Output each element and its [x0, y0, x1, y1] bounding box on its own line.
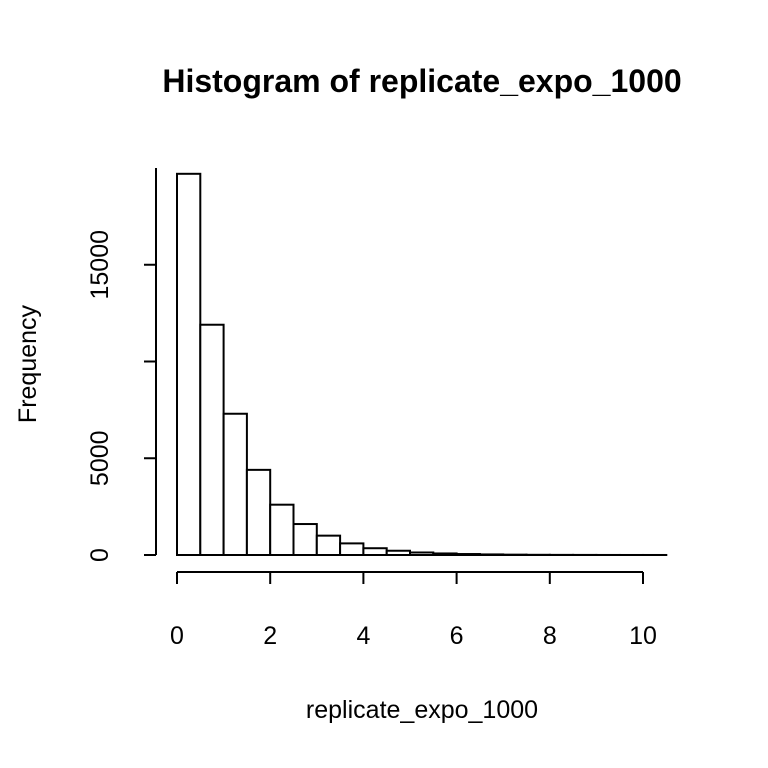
histogram-bar-12	[455, 553, 481, 556]
x-tick-label-4: 8	[543, 622, 557, 650]
y-axis: 0 5000 15000	[86, 168, 157, 562]
histogram-bar-9	[385, 549, 412, 556]
histogram-bar-13	[478, 553, 505, 556]
histogram-bar-11	[432, 552, 458, 557]
chart-title: Histogram of replicate_expo_1000	[162, 63, 681, 99]
y-tick-label-0: 0	[86, 548, 114, 562]
histogram-bars	[176, 172, 668, 557]
histogram-bar-5	[292, 523, 318, 556]
x-axis: 0 2 4 6 8 10	[170, 571, 657, 650]
x-tick-label-2: 4	[356, 622, 370, 650]
histogram-bar-10	[409, 551, 435, 556]
histogram-bar-6	[315, 534, 342, 557]
histogram-bar-7	[339, 542, 365, 557]
x-tick-label-1: 2	[263, 622, 277, 650]
histogram-bar-0	[176, 172, 202, 556]
histogram-bar-2	[222, 412, 248, 556]
y-tick-label-1: 5000	[86, 430, 114, 486]
histogram-bar-4	[269, 503, 295, 557]
x-tick-label-3: 6	[450, 622, 464, 650]
x-tick-label-0: 0	[170, 622, 184, 650]
y-axis-label: Frequency	[14, 304, 42, 423]
histogram-bar-1	[199, 323, 225, 556]
x-axis-label: replicate_expo_1000	[306, 696, 538, 724]
x-tick-label-5: 10	[629, 622, 657, 650]
histogram-bar-3	[245, 468, 272, 556]
histogram-bar-8	[362, 547, 388, 556]
y-tick-label-3: 15000	[86, 230, 114, 300]
